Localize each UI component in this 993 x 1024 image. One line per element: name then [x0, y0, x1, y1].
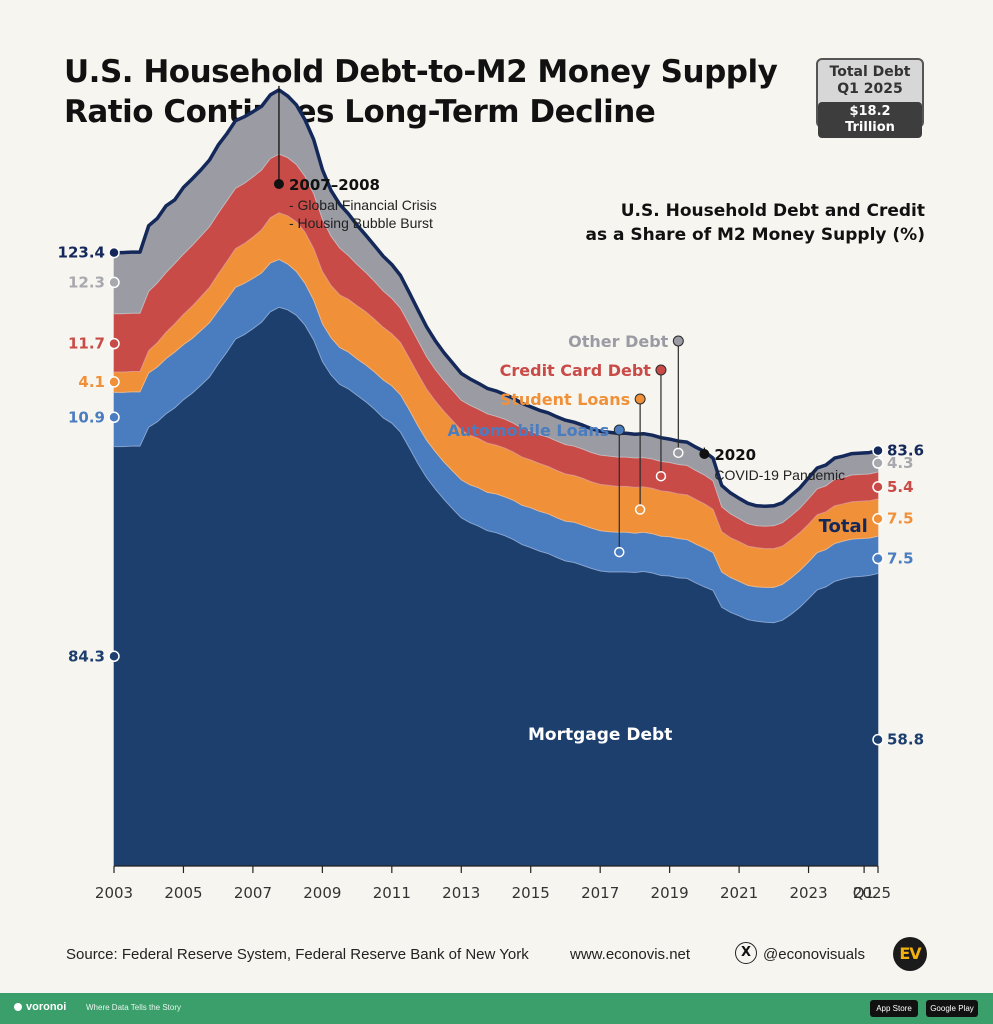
- total-debt-value: $18.2 Trillion: [818, 102, 922, 138]
- start-label-student-loans: 4.1: [78, 373, 105, 391]
- annotation-year-0: 2007–2008: [289, 176, 380, 194]
- x-tick-label: 2019: [651, 884, 689, 902]
- x-tick-label: 2005: [164, 884, 202, 902]
- start-label-automobile-loans-dot: [108, 411, 120, 424]
- legend-other-debt: Other Debt: [568, 332, 669, 351]
- legend-automobile-loans: Automobile Loans: [447, 421, 609, 440]
- social-handle[interactable]: @econovisuals: [763, 946, 865, 963]
- website-link[interactable]: www.econovis.net: [570, 946, 691, 963]
- total-debt-label: Total Debt: [829, 64, 911, 80]
- callout-dot-student-loans: [634, 393, 646, 405]
- start-label-credit-card-debt: 11.7: [68, 335, 105, 353]
- x-logo-icon: X: [735, 942, 757, 964]
- callout-end-other-debt: [673, 447, 684, 459]
- callout-end-credit-card-debt: [655, 470, 667, 482]
- boundary-mortgage-debt: [114, 306, 879, 624]
- total-debt-box: Total Debt Q1 2025 $18.2 Trillion: [816, 58, 924, 138]
- end-label-automobile-loans: 7.5: [887, 550, 914, 568]
- voronoi-tagline: Where Data Tells the Story: [86, 1003, 182, 1012]
- annotation-text-0: - Global Financial Crisis: [289, 197, 437, 213]
- google-play-button[interactable]: Google Play: [926, 1000, 978, 1017]
- x-tick-label: 2021: [720, 884, 758, 902]
- start-label-total: 123.4: [58, 244, 105, 262]
- annotation-dot-1: [699, 449, 710, 459]
- end-label-mortgage-debt: 58.8: [887, 731, 924, 749]
- start-label-total-dot: [108, 246, 120, 259]
- callout-end-student-loans: [634, 504, 646, 515]
- start-label-automobile-loans: 10.9: [68, 408, 105, 426]
- total-line: [114, 88, 879, 509]
- x-tick-label: Q1: [853, 884, 874, 902]
- x-tick-label: 2011: [373, 884, 411, 902]
- start-label-mortgage-debt: 84.3: [68, 647, 105, 665]
- legend-credit-card-debt: Credit Card Debt: [500, 361, 652, 380]
- voronoi-brand[interactable]: voronoi: [14, 1001, 66, 1013]
- end-label-student-loans-dot: [872, 512, 884, 525]
- start-label-other-debt-dot: [108, 276, 120, 289]
- app-store-button[interactable]: App Store: [870, 1000, 918, 1017]
- callout-dot-credit-card-debt: [655, 364, 667, 376]
- x-tick-label: 2013: [442, 884, 480, 902]
- chart-subtitle-line: U.S. Household Debt and Credit: [621, 201, 925, 221]
- ev-logo: EV: [893, 937, 927, 971]
- x-tick-label: 2009: [303, 884, 341, 902]
- voronoi-logo-icon: [14, 1003, 22, 1012]
- legend-student-loans: Student Loans: [500, 390, 630, 409]
- start-label-other-debt: 12.3: [68, 273, 105, 291]
- bottom-bar: voronoi Where Data Tells the Story App S…: [0, 993, 993, 1024]
- annotation-year-1: 2020: [714, 446, 756, 464]
- end-label-other-debt-dot: [872, 457, 884, 469]
- start-label-mortgage-debt-dot: [108, 650, 120, 663]
- total-series-label: Total: [819, 516, 868, 537]
- x-tick-label: 2003: [95, 884, 133, 902]
- end-label-mortgage-debt-dot: [872, 733, 884, 746]
- start-label-credit-card-debt-dot: [108, 337, 120, 350]
- source-note: Source: Federal Reserve System, Federal …: [66, 946, 529, 963]
- debt-area-chart: 2003 2005 2007 2009 2011 2013 2015 2017 2019 2021…: [58, 85, 925, 902]
- annotation-dot-0: [273, 179, 284, 189]
- total-debt-period: Q1 2025: [837, 81, 903, 97]
- end-label-other-debt: 4.3: [887, 454, 914, 472]
- x-tick-label: 2015: [512, 884, 550, 902]
- page-title: U.S. Household Debt-to-M2 Money Supply R…: [64, 52, 778, 132]
- x-tick-label: 2007: [234, 884, 272, 902]
- callout-dot-automobile-loans: [613, 424, 625, 436]
- x-tick-label: 2023: [789, 884, 827, 902]
- boundary-automobile-loans: [114, 258, 879, 588]
- mortgage-debt-label: Mortgage Debt: [528, 725, 672, 745]
- boundary-student-loans: [114, 212, 879, 550]
- x-tick-label: 2025: [853, 884, 891, 902]
- end-label-credit-card-debt: 5.4: [887, 478, 914, 496]
- boundary-credit-card-debt: [114, 153, 879, 527]
- callout-end-automobile-loans: [614, 546, 625, 558]
- annotation-lines: [273, 85, 710, 558]
- stacked-areas: [113, 88, 879, 867]
- voronoi-brand-name: voronoi: [26, 1001, 67, 1013]
- annotation-text-0: - Housing Bubble Burst: [289, 215, 433, 231]
- annotation-text-1: COVID-19 Pandemic: [714, 467, 845, 483]
- title-line-1: U.S. Household Debt-to-M2 Money Supply: [64, 54, 778, 90]
- title-line-2: Ratio Continues Long-Term Decline: [64, 94, 656, 130]
- callout-dot-other-debt: [672, 335, 684, 347]
- end-label-automobile-loans-dot: [872, 552, 884, 565]
- end-label-total-dot: [872, 444, 884, 457]
- end-label-student-loans: 7.5: [887, 510, 914, 528]
- start-label-student-loans-dot: [108, 376, 120, 388]
- chart-subtitle-line: as a Share of M2 Money Supply (%): [585, 225, 925, 245]
- x-tick-label: 2017: [581, 884, 619, 902]
- end-label-total: 83.6: [887, 442, 924, 460]
- end-label-credit-card-debt-dot: [872, 481, 884, 493]
- chart-labels: 2003 2005 2007 2009 2011 2013 2015 2017 2019 2021…: [58, 176, 925, 902]
